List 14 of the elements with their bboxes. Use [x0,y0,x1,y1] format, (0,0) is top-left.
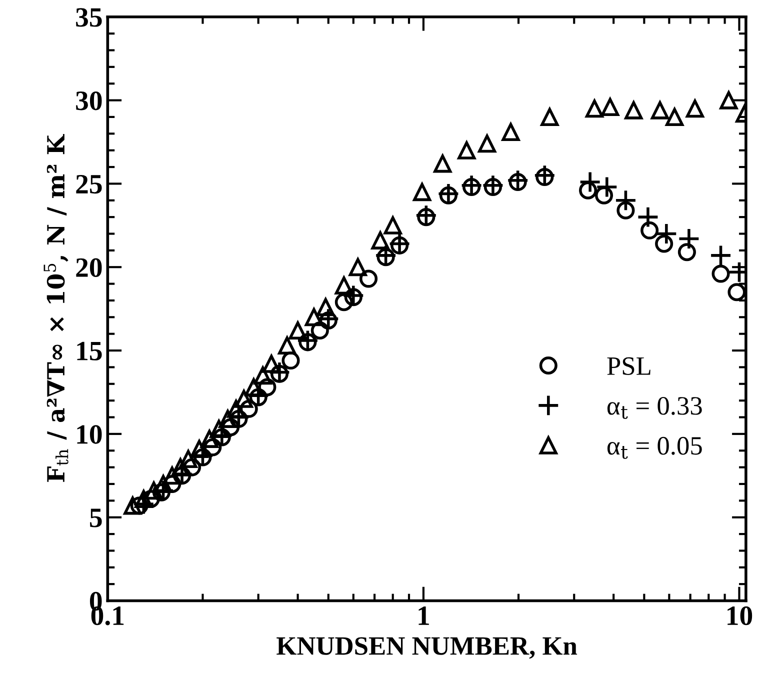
y-tick-label: 25 [76,174,102,194]
y-tick-label: 5 [90,508,102,528]
x-axis-title: KNUDSEN NUMBER, Kn [276,637,578,659]
y-tick-label: 15 [77,342,102,360]
x-tick-label: 1 [418,606,429,625]
legend-label: PSL [607,357,650,376]
y-tick-label: 20 [76,258,102,278]
y-tick-label: 10 [77,425,102,444]
legend-label: α$_{t}$ = 0.33 [607,397,702,419]
x-tick-label: 10 [728,606,752,626]
legend-label: α$_{t}$ = 0.05 [607,436,702,459]
y-tick-label: 30 [76,91,102,110]
y-axis-title: F$_{th}$ / a²∇T∞ × 10$^{5}$, N / m² K [44,134,68,482]
y-tick-label: 35 [76,8,102,27]
